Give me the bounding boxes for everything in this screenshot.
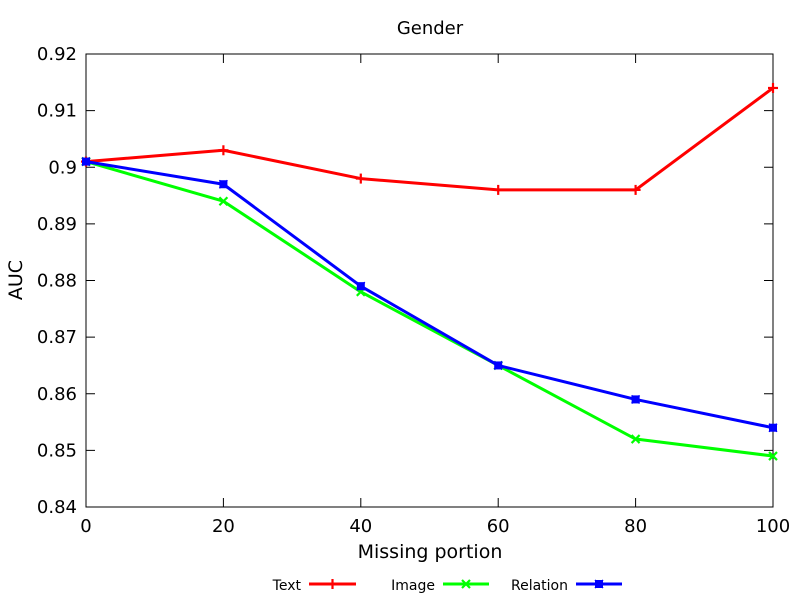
y-tick-label: 0.92 bbox=[37, 44, 77, 65]
data-point bbox=[768, 82, 778, 93]
series-image bbox=[81, 156, 778, 461]
data-point bbox=[493, 184, 504, 195]
data-point bbox=[630, 184, 641, 195]
x-tick-label: 100 bbox=[756, 516, 790, 537]
x-tick-label: 20 bbox=[212, 516, 235, 537]
x-tick-label: 0 bbox=[80, 516, 91, 537]
legend-item-text: Text bbox=[272, 578, 356, 594]
data-point bbox=[631, 394, 641, 404]
x-axis: 0 20 40 60 80 100 bbox=[80, 54, 790, 537]
series-line bbox=[85, 160, 774, 458]
chart-title: Gender bbox=[397, 18, 464, 39]
data-point bbox=[218, 145, 229, 156]
x-tick-label: 80 bbox=[624, 516, 647, 537]
y-tick-label: 0.87 bbox=[37, 327, 77, 348]
y-tick-label: 0.91 bbox=[37, 101, 77, 122]
series-text bbox=[81, 82, 778, 195]
x-tick-label: 40 bbox=[349, 516, 372, 537]
legend-item-relation: Relation bbox=[511, 578, 622, 594]
data-point bbox=[768, 423, 778, 433]
x-tick-label: 60 bbox=[487, 516, 510, 537]
y-tick-label: 0.89 bbox=[37, 214, 77, 235]
series-relation bbox=[81, 157, 778, 433]
data-point bbox=[630, 434, 641, 444]
data-point bbox=[356, 281, 366, 291]
data-point bbox=[355, 173, 366, 184]
data-point bbox=[218, 196, 229, 207]
data-point bbox=[493, 360, 503, 370]
y-tick-label: 0.85 bbox=[37, 440, 77, 461]
series-layer bbox=[81, 82, 778, 461]
data-point bbox=[768, 451, 778, 461]
series-line bbox=[85, 86, 774, 192]
y-tick-label: 0.88 bbox=[37, 271, 77, 292]
plot-frame bbox=[85, 53, 774, 508]
legend-label: Relation bbox=[511, 578, 568, 594]
data-point bbox=[594, 579, 604, 589]
y-tick-label: 0.9 bbox=[48, 157, 77, 178]
data-point bbox=[327, 579, 338, 589]
legend-item-image: Image bbox=[391, 578, 489, 594]
legend-label: Text bbox=[272, 578, 302, 594]
y-tick-label: 0.84 bbox=[37, 497, 77, 518]
legend: Text Image Relation bbox=[272, 578, 622, 594]
y-axis-label: AUC bbox=[5, 260, 27, 300]
y-axis: 0.84 0.85 0.86 0.87 0.88 0.89 0.9 0.91 0.92 bbox=[37, 44, 773, 518]
series-line bbox=[85, 160, 774, 430]
data-point bbox=[81, 157, 91, 167]
legend-label: Image bbox=[391, 578, 435, 594]
y-tick-label: 0.86 bbox=[37, 384, 77, 405]
data-point bbox=[218, 179, 228, 189]
x-axis-label: Missing portion bbox=[358, 541, 503, 563]
data-point bbox=[461, 579, 471, 589]
